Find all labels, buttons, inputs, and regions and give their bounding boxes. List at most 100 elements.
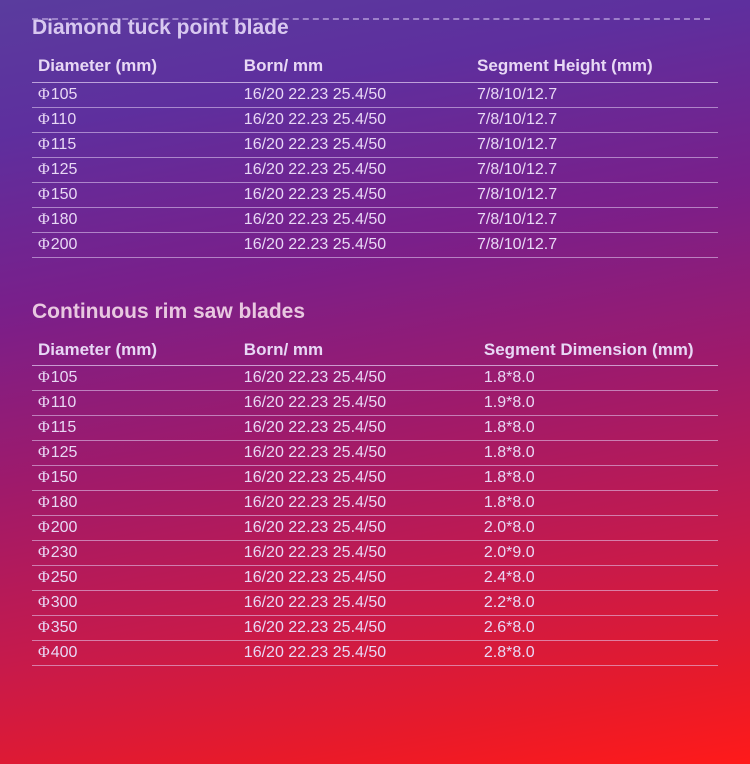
- section-title: Continuous rim saw blades: [32, 300, 718, 324]
- table-row: Φ18016/20 22.23 25.4/507/8/10/12.7: [32, 207, 718, 232]
- cell-diameter: Φ150: [32, 182, 238, 207]
- cell-segment: 2.0*8.0: [478, 516, 718, 541]
- cell-diameter: Φ200: [32, 232, 238, 257]
- phi-icon: Φ: [38, 186, 51, 203]
- diameter-value: 180: [51, 211, 78, 228]
- cell-born: 16/20 22.23 25.4/50: [238, 641, 478, 666]
- table-row: Φ20016/20 22.23 25.4/502.0*8.0: [32, 516, 718, 541]
- phi-icon: Φ: [38, 111, 51, 128]
- phi-icon: Φ: [38, 469, 51, 486]
- phi-icon: Φ: [38, 419, 51, 436]
- cell-diameter: Φ180: [32, 491, 238, 516]
- phi-icon: Φ: [38, 444, 51, 461]
- table-row: Φ40016/20 22.23 25.4/502.8*8.0: [32, 641, 718, 666]
- cell-diameter: Φ105: [32, 366, 238, 391]
- table-row: Φ30016/20 22.23 25.4/502.2*8.0: [32, 591, 718, 616]
- diameter-value: 125: [51, 161, 78, 178]
- cell-diameter: Φ110: [32, 391, 238, 416]
- cell-segment: 7/8/10/12.7: [471, 157, 718, 182]
- cell-diameter: Φ200: [32, 516, 238, 541]
- cell-diameter: Φ110: [32, 107, 238, 132]
- cell-born: 16/20 22.23 25.4/50: [238, 591, 478, 616]
- table-row: Φ25016/20 22.23 25.4/502.4*8.0: [32, 566, 718, 591]
- table-row: Φ18016/20 22.23 25.4/501.8*8.0: [32, 491, 718, 516]
- phi-icon: Φ: [38, 544, 51, 561]
- cell-diameter: Φ250: [32, 566, 238, 591]
- col-header-born: Born/ mm: [238, 52, 471, 82]
- diameter-value: 180: [51, 494, 78, 511]
- diameter-value: 200: [51, 519, 78, 536]
- cell-born: 16/20 22.23 25.4/50: [238, 491, 478, 516]
- col-header-diameter: Diameter (mm): [32, 336, 238, 366]
- section-tuck-point: Diamond tuck point blade Diameter (mm) B…: [0, 16, 750, 258]
- cell-segment: 1.9*8.0: [478, 391, 718, 416]
- cell-segment: 7/8/10/12.7: [471, 207, 718, 232]
- cell-born: 16/20 22.23 25.4/50: [238, 416, 478, 441]
- cell-segment: 2.8*8.0: [478, 641, 718, 666]
- cell-born: 16/20 22.23 25.4/50: [238, 107, 471, 132]
- cell-diameter: Φ180: [32, 207, 238, 232]
- cell-born: 16/20 22.23 25.4/50: [238, 132, 471, 157]
- diameter-value: 110: [51, 394, 77, 411]
- table-row: Φ11516/20 22.23 25.4/501.8*8.0: [32, 416, 718, 441]
- table-row: Φ15016/20 22.23 25.4/507/8/10/12.7: [32, 182, 718, 207]
- table-row: Φ11016/20 22.23 25.4/501.9*8.0: [32, 391, 718, 416]
- cell-diameter: Φ300: [32, 591, 238, 616]
- diameter-value: 200: [51, 236, 78, 253]
- table-row: Φ20016/20 22.23 25.4/507/8/10/12.7: [32, 232, 718, 257]
- cell-diameter: Φ125: [32, 441, 238, 466]
- cell-diameter: Φ230: [32, 541, 238, 566]
- diameter-value: 105: [51, 369, 78, 386]
- phi-icon: Φ: [38, 644, 51, 661]
- cell-segment: 1.8*8.0: [478, 416, 718, 441]
- col-header-diameter: Diameter (mm): [32, 52, 238, 82]
- cell-born: 16/20 22.23 25.4/50: [238, 566, 478, 591]
- cell-diameter: Φ125: [32, 157, 238, 182]
- diameter-value: 350: [51, 619, 78, 636]
- diameter-value: 400: [51, 644, 78, 661]
- diameter-value: 230: [51, 544, 78, 561]
- cell-segment: 7/8/10/12.7: [471, 232, 718, 257]
- cell-segment: 2.4*8.0: [478, 566, 718, 591]
- cell-diameter: Φ350: [32, 616, 238, 641]
- cell-segment: 1.8*8.0: [478, 491, 718, 516]
- phi-icon: Φ: [38, 236, 51, 253]
- cell-born: 16/20 22.23 25.4/50: [238, 391, 478, 416]
- cell-diameter: Φ115: [32, 416, 238, 441]
- cell-born: 16/20 22.23 25.4/50: [238, 366, 478, 391]
- diameter-value: 115: [51, 136, 77, 153]
- table-header-row: Diameter (mm) Born/ mm Segment Dimension…: [32, 336, 718, 366]
- table-row: Φ11516/20 22.23 25.4/507/8/10/12.7: [32, 132, 718, 157]
- cell-diameter: Φ400: [32, 641, 238, 666]
- cell-born: 16/20 22.23 25.4/50: [238, 157, 471, 182]
- table-continuous-rim: Diameter (mm) Born/ mm Segment Dimension…: [32, 336, 718, 667]
- table-row: Φ11016/20 22.23 25.4/507/8/10/12.7: [32, 107, 718, 132]
- phi-icon: Φ: [38, 161, 51, 178]
- phi-icon: Φ: [38, 86, 51, 103]
- cell-segment: 7/8/10/12.7: [471, 82, 718, 107]
- cell-born: 16/20 22.23 25.4/50: [238, 516, 478, 541]
- cell-diameter: Φ115: [32, 132, 238, 157]
- cell-born: 16/20 22.23 25.4/50: [238, 82, 471, 107]
- phi-icon: Φ: [38, 136, 51, 153]
- cell-born: 16/20 22.23 25.4/50: [238, 207, 471, 232]
- table-row: Φ15016/20 22.23 25.4/501.8*8.0: [32, 466, 718, 491]
- diameter-value: 150: [51, 186, 78, 203]
- cell-born: 16/20 22.23 25.4/50: [238, 441, 478, 466]
- table-row: Φ12516/20 22.23 25.4/507/8/10/12.7: [32, 157, 718, 182]
- cell-segment: 1.8*8.0: [478, 441, 718, 466]
- top-dashed-divider: [32, 18, 710, 20]
- diameter-value: 110: [51, 111, 77, 128]
- cell-segment: 2.6*8.0: [478, 616, 718, 641]
- table-header-row: Diameter (mm) Born/ mm Segment Height (m…: [32, 52, 718, 82]
- phi-icon: Φ: [38, 619, 51, 636]
- phi-icon: Φ: [38, 369, 51, 386]
- col-header-segment: Segment Dimension (mm): [478, 336, 718, 366]
- phi-icon: Φ: [38, 394, 51, 411]
- phi-icon: Φ: [38, 211, 51, 228]
- table-row: Φ105 16/20 22.23 25.4/507/8/10/12.7: [32, 82, 718, 107]
- diameter-value: 105: [51, 86, 78, 103]
- cell-born: 16/20 22.23 25.4/50: [238, 616, 478, 641]
- cell-segment: 2.2*8.0: [478, 591, 718, 616]
- diameter-value: 300: [51, 594, 78, 611]
